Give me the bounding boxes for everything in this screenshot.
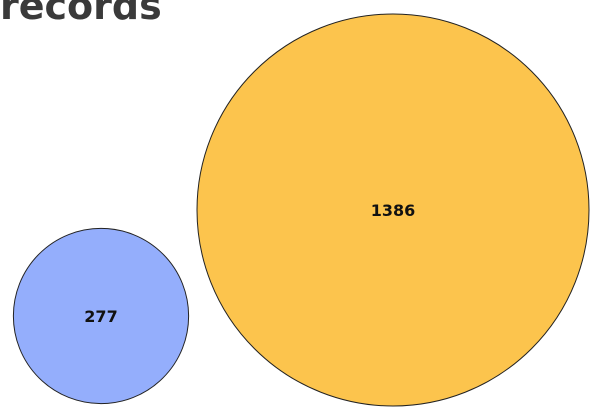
bubble-277	[12, 227, 190, 405]
bubble-label-277: 277	[84, 307, 117, 326]
bubble-label-1386: 1386	[371, 201, 416, 220]
chart-title: records	[0, 0, 162, 28]
bubble-1386	[196, 13, 590, 407]
